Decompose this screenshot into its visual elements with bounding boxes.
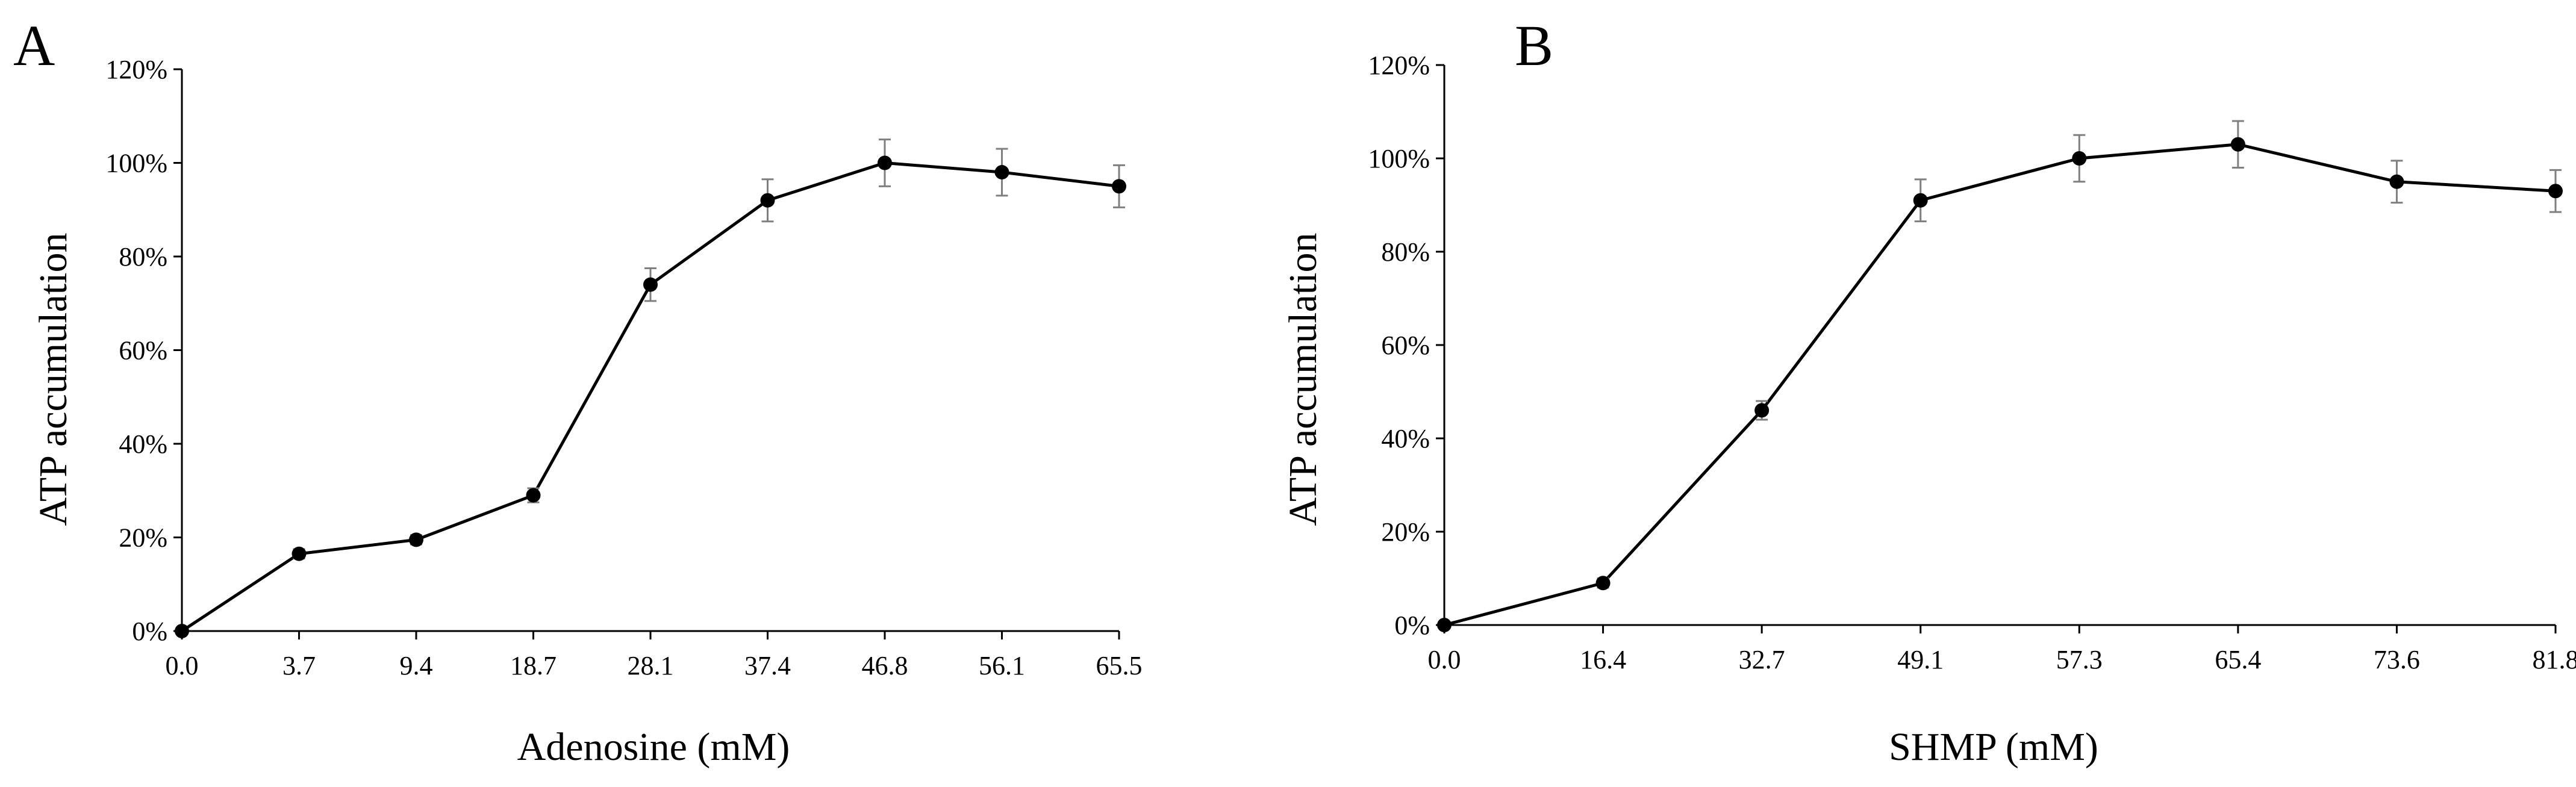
data-point-b (1913, 193, 1928, 208)
x-tick-label-b: 32.7 (1739, 645, 1785, 674)
panel-label-b: B (1515, 13, 1553, 78)
x-axis-title-b: SHMP (mM) (1889, 725, 2098, 769)
x-tick-label-a: 37.4 (744, 651, 791, 680)
y-tick-label-a: 100% (105, 149, 167, 178)
y-axis-title-a: ATP accumulation (31, 233, 75, 526)
panel-label-a: A (13, 13, 55, 78)
chart-panel-b: B ATP accumulation SHMP (mM) 0% 20% 40% 60%… (1281, 13, 2576, 769)
data-point-b (1437, 618, 1452, 632)
y-tick-label-a: 80% (119, 242, 167, 272)
chart-panel-a: A ATP accumulation Adenosine (mM) 0% 20% 4… (13, 13, 1143, 769)
x-tick-label-a: 56.1 (979, 651, 1025, 680)
x-tick-label-b: 49.1 (1897, 645, 1944, 674)
y-tick-label-a: 20% (119, 523, 167, 553)
data-point-a (409, 532, 423, 547)
y-axis-title-b: ATP accumulation (1281, 233, 1325, 526)
y-tick-label-b: 20% (1381, 517, 1430, 547)
data-point-b (2389, 175, 2404, 189)
y-tick-label-b: 40% (1381, 424, 1430, 453)
y-tick-label-b: 80% (1381, 237, 1430, 267)
x-tick-label-b: 73.6 (2374, 645, 2420, 674)
data-point-b (2231, 137, 2245, 152)
x-tick-label-b: 81.8 (2533, 645, 2576, 674)
series-line-b (1444, 145, 2556, 625)
y-tick-label-b: 60% (1381, 331, 1430, 360)
data-point-b (2072, 151, 2086, 166)
y-tick-label-a: 120% (105, 55, 167, 84)
x-tick-label-a: 3.7 (282, 651, 316, 680)
data-point-a (1112, 179, 1126, 193)
y-tick-label-b: 120% (1368, 51, 1430, 80)
data-point-b (2548, 184, 2563, 198)
series-line-a (182, 163, 1119, 632)
x-tick-label-b: 57.3 (2056, 645, 2103, 674)
x-tick-label-a: 9.4 (400, 651, 433, 680)
x-tick-label-b: 65.4 (2215, 645, 2261, 674)
x-tick-label-a: 46.8 (862, 651, 908, 680)
data-point-a (292, 547, 307, 561)
y-tick-label-a: 0% (132, 617, 167, 646)
data-point-a (878, 156, 892, 170)
x-tick-label-b: 16.4 (1580, 645, 1626, 674)
x-tick-label-a: 65.5 (1096, 651, 1143, 680)
x-tick-label-a: 0.0 (166, 651, 199, 680)
y-tick-label-b: 100% (1368, 144, 1430, 173)
data-point-b (1754, 403, 1769, 418)
y-tick-label-b: 0% (1394, 611, 1430, 640)
data-point-a (643, 278, 658, 292)
x-tick-label-b: 0.0 (1428, 645, 1461, 674)
data-point-a (175, 624, 189, 638)
x-axis-title-a: Adenosine (mM) (517, 725, 790, 769)
x-tick-label-a: 28.1 (628, 651, 674, 680)
data-point-b (1596, 576, 1611, 590)
x-tick-label-a: 18.7 (510, 651, 557, 680)
data-point-a (526, 488, 541, 503)
y-tick-label-a: 40% (119, 429, 167, 459)
data-point-a (995, 165, 1009, 179)
data-point-a (761, 193, 775, 208)
y-tick-label-a: 60% (119, 336, 167, 366)
